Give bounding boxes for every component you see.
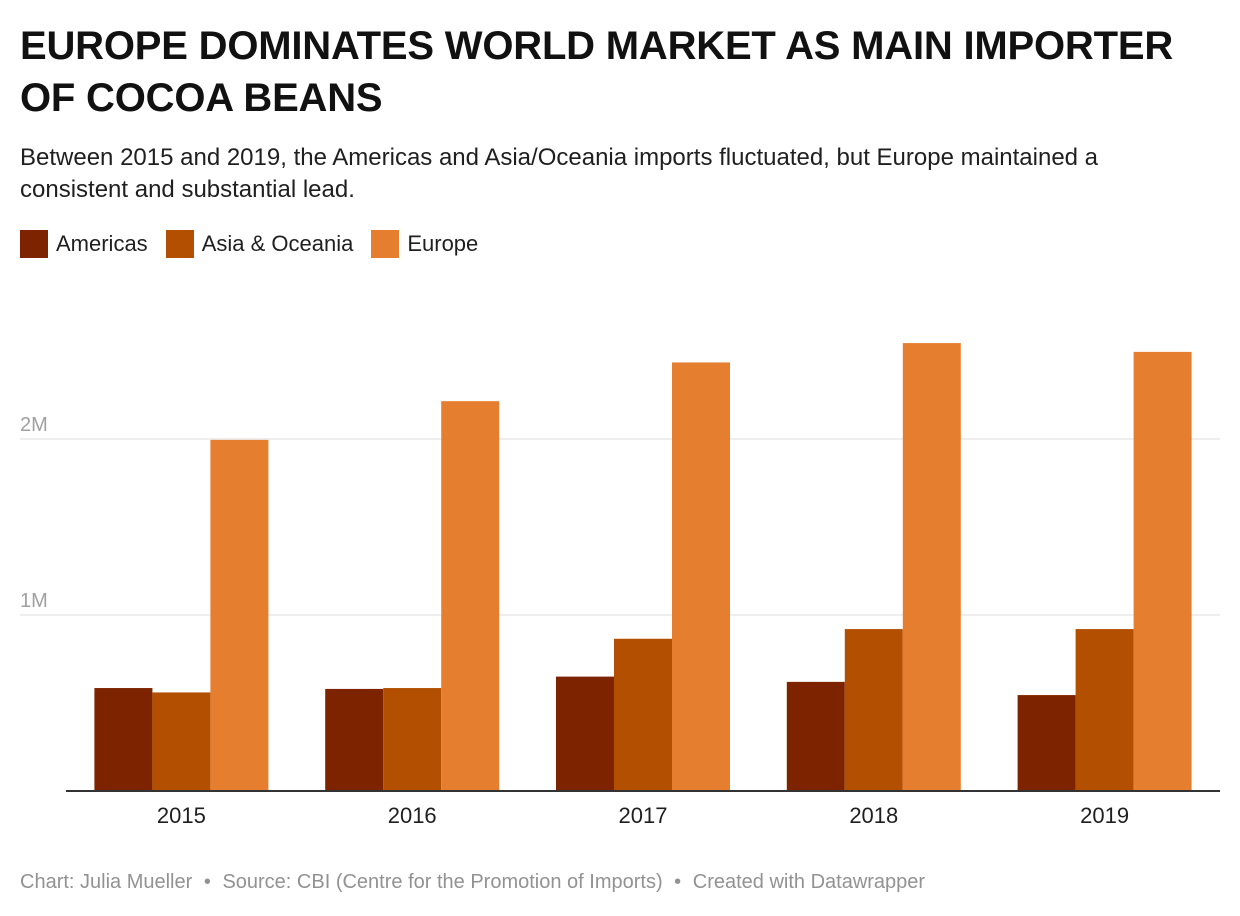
bar-europe-2017 [672,362,730,791]
x-tick-label: 2019 [1080,803,1129,828]
x-tick-label: 2016 [388,803,437,828]
bar-europe-2015 [210,439,269,791]
bar-europe-2019 [1133,351,1192,791]
bar-asia-oceania-2015 [152,692,211,791]
legend-label-asia-oceania: Asia & Oceania [201,231,354,256]
bar-europe-2016 [441,401,500,791]
chart-subtitle: Between 2015 and 2019, the Americas and … [20,144,1099,203]
legend-swatch-europe [371,230,400,258]
footer-created-with: Created with Datawrapper [692,871,926,893]
footer-chart-credit: Chart: Julia Mueller [20,871,193,893]
legend-swatch-americas [20,230,48,258]
bar-americas-2016 [325,688,384,791]
footer-separator: • [674,871,682,893]
legend-item-asia-oceania: Asia & Oceania [165,230,354,258]
bar-americas-2017 [556,676,614,791]
legend-label-americas: Americas [56,231,148,256]
x-tick-label: 2017 [619,803,668,828]
legend-item-europe: Europe [371,230,478,258]
bar-asia-oceania-2018 [844,629,903,791]
bar-americas-2018 [786,681,845,791]
bar-americas-2019 [1017,695,1076,791]
bar-asia-oceania-2016 [383,688,442,791]
legend-item-americas: Americas [20,230,148,258]
bar-asia-oceania-2017 [614,638,672,791]
chart-title: EUROPE DOMINATES WORLD MARKET AS MAIN IM… [20,24,1174,120]
legend-swatch-asia-oceania [165,230,194,258]
bar-europe-2018 [902,343,961,791]
footer-source: Source: CBI (Centre for the Promotion of… [222,871,663,893]
bar-americas-2015 [94,688,153,791]
legend-label-europe: Europe [407,231,479,256]
bar-asia-oceania-2019 [1075,629,1134,791]
x-tick-label: 2015 [157,803,206,828]
y-tick-label: 2M [20,414,48,436]
y-tick-label: 1M [20,590,48,612]
legend: Americas Asia & Oceania Europe [20,228,496,260]
footer-separator: • [203,871,211,893]
x-tick-label: 2018 [849,803,898,828]
footer: Chart: Julia Mueller • Source: CBI (Cent… [20,868,925,896]
